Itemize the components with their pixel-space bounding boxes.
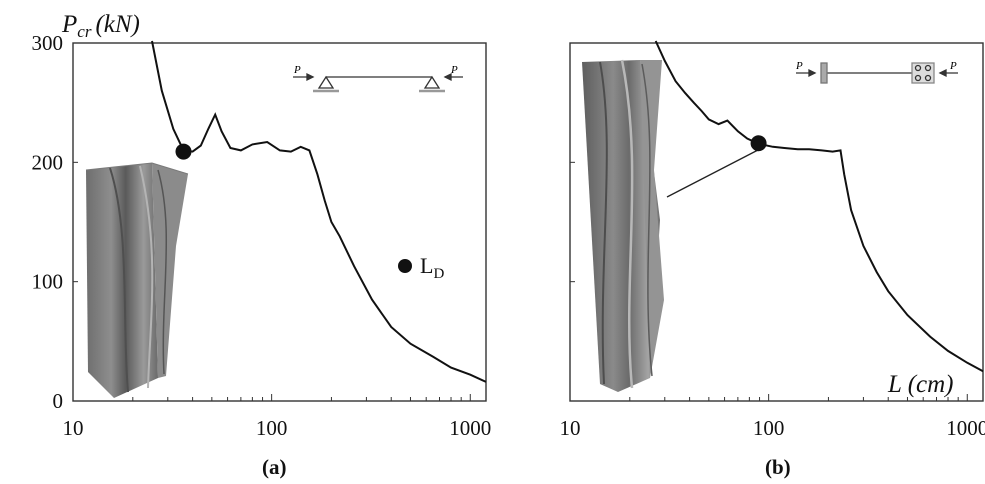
load-label-left-b: P [795,60,803,72]
x-tick-label: 100 [256,416,288,440]
load-label-right-a: P [450,64,458,76]
highlight-point-b [750,135,767,152]
load-label-left-a: P [293,64,301,76]
y-tick-label: 100 [32,270,64,294]
legend: LD [398,253,444,282]
series-line-b [654,40,984,373]
x-tick-label: 1000 [946,416,985,440]
pinned-support-icon [293,72,463,93]
tick-marks-a [72,42,471,402]
y-tick-labels-a: 0 100 200 300 [32,31,64,413]
x-tick-label: 1000 [449,416,491,440]
x-tick-labels-a: 10 100 1000 [63,416,492,440]
y-tick-label: 300 [32,31,64,55]
buckled-section-inset-b [582,59,664,392]
load-label-right-b: P [949,60,957,72]
series-line-a [151,40,487,383]
legend-marker [398,259,412,273]
panel-label-a: (a) [262,455,287,479]
x-tick-label: 10 [63,416,84,440]
panel-label-b: (b) [765,455,791,479]
x-tick-label: 10 [560,416,581,440]
panel-b: 10 100 1000 P P L (cm) (b) [560,40,985,479]
y-tick-label: 200 [32,150,64,174]
x-axis-label: L (cm) [887,371,954,398]
panel-a: 0 100 200 300 10 100 1000 Pcr (kN) P P [32,11,492,479]
legend-label: LD [420,253,444,282]
y-axis-label: Pcr (kN) [61,11,140,41]
plot-area-a-frame [72,42,487,402]
highlight-point-a [175,143,192,160]
pointer-line [666,149,759,198]
tick-marks-b [569,42,968,402]
plot-area-b-frame [569,42,984,402]
y-tick-label: 0 [53,389,64,413]
x-tick-labels-b: 10 100 1000 [560,416,985,440]
buckled-section-inset-a [85,162,189,398]
fixed-roller-support-icon [796,62,958,84]
x-tick-label: 100 [753,416,785,440]
